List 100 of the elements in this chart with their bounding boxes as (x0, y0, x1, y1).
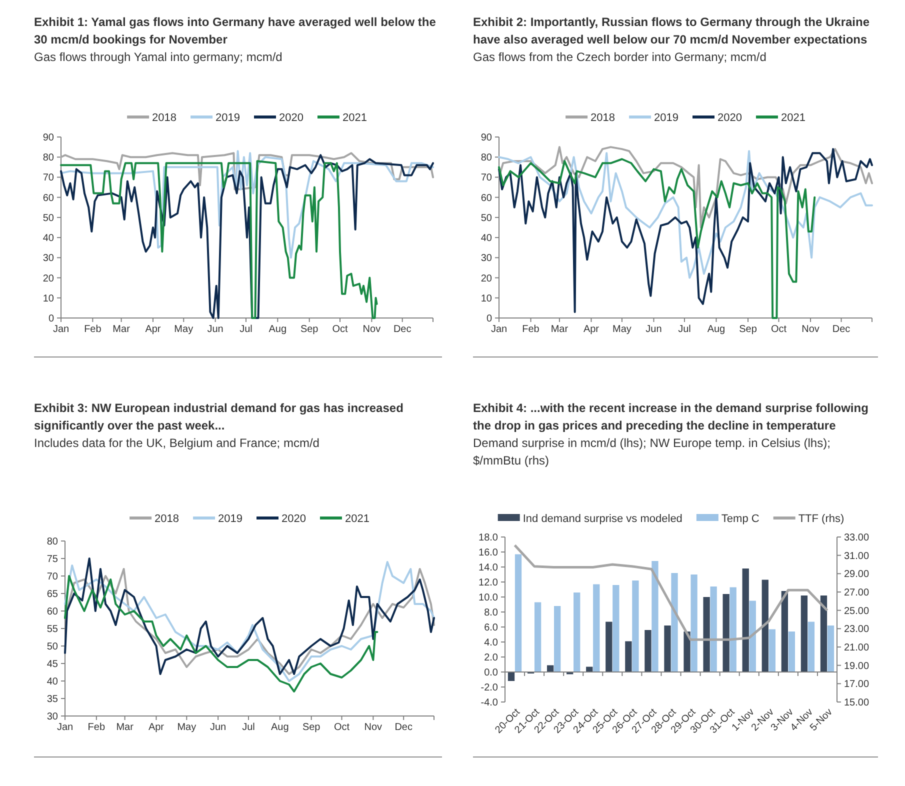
legend-label: 2021 (780, 112, 806, 124)
y-tick-label: 80 (46, 536, 58, 548)
y-tick-label: 65 (46, 589, 58, 600)
x-tick-label: Oct (332, 324, 348, 335)
y-tick-label: 4.0 (484, 638, 498, 648)
x-tick-label: Jul (242, 722, 255, 733)
y-tick-label: 30 (480, 253, 492, 264)
y2-tick-label: 19.00 (844, 660, 870, 672)
bar (690, 574, 698, 672)
bar (820, 596, 828, 672)
y-tick-label: 2.0 (484, 652, 498, 664)
x-tick-label: Jul (240, 324, 252, 335)
bar (606, 622, 612, 672)
legend-label: 2021 (344, 512, 370, 525)
legend-label: 2018 (152, 112, 177, 124)
x-tick-label: Oct (334, 722, 350, 733)
bar (768, 629, 776, 672)
y-tick-label: 10.0 (478, 592, 498, 604)
bar (534, 602, 542, 672)
y-tick-label: 70 (42, 172, 54, 184)
bar (652, 561, 658, 672)
x-tick-label: Sep (739, 324, 758, 335)
x-tick-label: Jan (490, 324, 508, 335)
y2-tick-label: 33.00 (844, 532, 870, 544)
y-tick-label: 8.0 (484, 608, 498, 618)
x-tick-label: Nov (362, 324, 381, 335)
y2-tick-label: 27.00 (844, 588, 870, 598)
legend-label: 2020 (279, 112, 304, 124)
x-tick-label: May (177, 722, 196, 733)
x-tick-label: Oct (770, 324, 787, 335)
legend-label: Temp C (721, 512, 760, 525)
bar (625, 641, 632, 672)
x-tick-label: Feb (522, 324, 540, 335)
y-tick-label: 40 (46, 676, 58, 688)
bar (508, 672, 515, 681)
y-tick-label: 70 (480, 172, 492, 184)
bar (554, 606, 561, 672)
y-tick-label: -4.0 (480, 698, 498, 708)
legend-label: 2018 (590, 112, 616, 124)
y2-tick-label: 21.00 (844, 642, 870, 654)
y-tick-label: 80 (42, 152, 54, 164)
y-tick-label: 90 (42, 132, 54, 144)
bar (730, 587, 736, 672)
x-tick-label: Dec (394, 722, 412, 733)
y-tick-label: 6.0 (484, 622, 498, 634)
line-series (60, 152, 434, 190)
y-tick-label: 50 (46, 642, 58, 652)
legend-label: 2021 (342, 112, 367, 124)
x-tick-label: Sep (302, 722, 321, 733)
y-tick-label: 30 (42, 253, 54, 264)
bar (514, 554, 522, 672)
y-tick-label: 10 (480, 293, 492, 304)
y2-tick-label: 17.00 (844, 679, 870, 690)
bar (762, 580, 768, 672)
y-tick-label: 55 (46, 624, 58, 635)
y-tick-label: 40 (480, 233, 492, 244)
x-tick-label: Dec (393, 324, 412, 335)
y-tick-label: 0.0 (484, 668, 498, 678)
y-tick-label: 70 (46, 572, 58, 582)
chart-subtitle: Gas flows from the Czech border into Germany; mcm/d (473, 50, 766, 64)
legend-label: TTF (rhs) (798, 512, 844, 525)
line-series (498, 158, 816, 319)
bar (781, 591, 788, 672)
legend-label: Ind demand surprise vs modeled (522, 512, 682, 525)
bar (749, 600, 756, 672)
y2-tick-label: 15.00 (844, 698, 870, 708)
y2-tick-label: 31.00 (844, 550, 870, 562)
line-series (498, 150, 873, 279)
y-tick-label: 10 (42, 293, 54, 304)
y-tick-label: 0 (48, 314, 54, 324)
x-tick-label: Jan (56, 722, 74, 733)
chart-subtitle: Demand surprise in mcm/d (lhs); NW Europe temp. in Celsius (lhs); $/mmBtu (rhs) (473, 436, 830, 468)
y-tick-label: 20 (42, 273, 54, 284)
x-tick-label: Jul (678, 324, 691, 335)
bar (703, 597, 710, 672)
y-tick-label: 60 (46, 606, 58, 618)
bar (722, 594, 730, 672)
x-tick-label: Apr (148, 722, 165, 733)
x-tick-label: Mar (112, 324, 131, 335)
bar (684, 632, 690, 672)
line-series (60, 160, 378, 319)
x-tick-label: Apr (145, 324, 162, 335)
y-tick-label: 12.0 (478, 578, 498, 588)
x-tick-label: Nov (802, 324, 820, 335)
x-tick-label: May (612, 324, 632, 335)
bar (808, 622, 815, 672)
legend-label: 2020 (718, 112, 742, 124)
y-tick-label: 35 (46, 694, 58, 705)
bar (788, 632, 796, 672)
line-series (498, 148, 873, 313)
legend-label: 2019 (218, 512, 243, 525)
x-tick-label: Feb (84, 324, 102, 335)
x-tick-label: Dec (832, 324, 850, 335)
y-tick-label: 14.0 (478, 562, 498, 574)
line-series (64, 575, 378, 692)
y-tick-label: 50 (480, 212, 492, 224)
line-series (498, 146, 873, 228)
y-tick-label: 20 (480, 273, 492, 284)
line-series (514, 544, 828, 641)
x-tick-label: Mar (116, 722, 134, 733)
